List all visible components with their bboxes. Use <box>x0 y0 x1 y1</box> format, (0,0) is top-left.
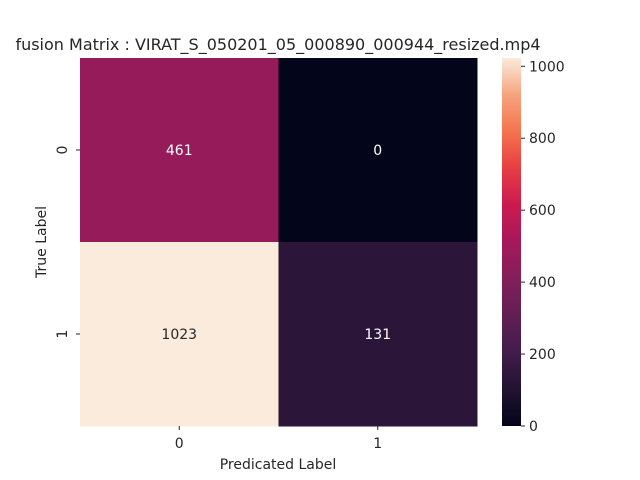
heatmap-cells <box>80 58 478 427</box>
colorbar-tick-label: 600 <box>529 203 556 219</box>
chart-title: fusion Matrix : VIRAT_S_050201_05_000890… <box>15 35 540 55</box>
cell-annotation-0-0: 461 <box>166 143 193 159</box>
x-tick-label: 1 <box>373 436 382 452</box>
heatmap-cell-1-1 <box>278 242 478 427</box>
y-axis-label: True Label <box>34 206 50 279</box>
x-axis-label: Predicated Label <box>220 457 337 473</box>
heatmap-cell-0-0 <box>80 58 279 243</box>
heatmap-annotations: 461 0 1023 131 <box>161 143 391 343</box>
heatmap-cell-0-1 <box>278 58 478 243</box>
y-tick-label: 1 <box>55 330 71 339</box>
cell-annotation-1-0: 1023 <box>161 327 197 343</box>
colorbar-tick-label: 200 <box>529 347 556 363</box>
cell-annotation-0-1: 0 <box>373 143 382 159</box>
cell-annotation-1-1: 131 <box>364 327 391 343</box>
colorbar-tick-label: 0 <box>529 419 538 435</box>
colorbar <box>502 58 521 426</box>
x-tick-label: 0 <box>175 436 184 452</box>
y-tick-label: 0 <box>55 146 71 155</box>
colorbar-ticks: 0 200 400 600 800 1000 <box>521 59 565 435</box>
colorbar-tick-label: 800 <box>529 131 556 147</box>
colorbar-tick-label: 1000 <box>529 59 565 75</box>
y-axis-ticks: 01 <box>55 146 80 339</box>
heatmap-cell-1-0 <box>80 242 279 427</box>
colorbar-tick-label: 400 <box>529 275 556 291</box>
